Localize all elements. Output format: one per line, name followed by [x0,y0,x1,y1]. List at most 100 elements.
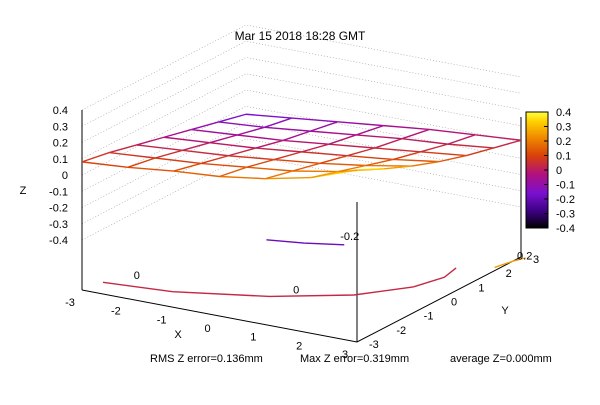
surface-segment [218,121,265,129]
surface-segment [292,162,321,172]
surface-segment [228,147,256,157]
surface-segment [255,147,302,153]
surface-segment [237,134,284,142]
colorbar-tick-label: -0.2 [556,194,575,206]
surface-segment [255,139,284,149]
surface-segment [493,139,522,149]
surface-segment [411,160,440,167]
surface-segment [420,151,467,157]
surface-segment [337,121,384,127]
z-axis-label: Z [20,185,27,197]
surface-segment [282,130,311,142]
colorbar-tick-label: 0 [556,165,562,177]
surface-segment [466,147,494,157]
surface-segment [182,141,211,152]
z-tick-label: -0.4 [49,235,68,247]
z-grid-line [81,40,522,127]
surface-segment [447,143,494,149]
z-tick-label: 0.3 [53,121,68,133]
surface-segment [81,161,128,168]
axes [81,110,522,343]
surface-segment [292,170,339,173]
z-tick-label: -0.2 [49,203,68,215]
surface-segment [356,168,385,171]
chart-title: Mar 15 2018 18:28 GMT [235,29,366,43]
colorbar-tick-label: -0.4 [556,223,575,235]
contour-line [266,239,345,246]
surface-segment [127,166,174,172]
z-tick-label: 0 [62,170,68,182]
surface-segment [401,128,430,140]
contour-line [413,267,457,288]
surface-segment [384,165,412,170]
surface-segment [81,151,110,163]
surface-segment [163,128,192,138]
z-tick-label: -0.1 [49,186,68,198]
surface-segment [374,138,403,149]
y-tick-label: -1 [424,311,434,323]
z-tick-label: -0.3 [49,219,68,231]
average-z-text: average Z=0.000mm [450,353,552,365]
y-tick-label: 2 [506,268,512,280]
y-tick-label: 1 [478,282,484,294]
surface-segment [319,154,348,165]
surface-segment [264,126,311,132]
contour-label: 0.2 [517,251,532,263]
surface-segment [291,117,338,123]
z-grid-line [81,122,522,208]
rms-error-text: RMS Z error=0.136mm [150,353,263,365]
surface-segment [447,134,476,145]
z-grid-line [81,154,522,241]
surface-segment [264,117,293,128]
x-tick-label: 3 [342,349,348,361]
x-tick-label: -2 [111,306,121,318]
surface-segment [328,143,375,149]
max-error-text: Max Z error=0.319mm [300,353,409,365]
colorbar-tick-label: -0.3 [556,209,575,221]
base-contours: -0.2 0 0 0.2 [102,231,532,298]
surface-segment [393,158,440,163]
surface-segment [173,162,202,172]
surface-segment [392,151,421,161]
surface-segment [191,128,238,136]
surface-segment [365,164,412,167]
surface-segment [228,155,275,161]
surface-segment [310,121,338,132]
tick-labels: -3 -2 -1 0 1 2 3 -3 -2 -1 0 1 2 3 0.4 0.3 0.2 0.1 0 -0.1 -0.… [49,105,539,361]
surface-segment [163,136,210,144]
x-tick-label: 0 [204,323,210,335]
x-tick-label: 2 [296,340,302,352]
surface-segment [319,162,366,167]
contour-label: 0 [293,285,299,297]
surface-segment [246,166,293,172]
y-tick-label: -2 [396,325,406,337]
surface-segment [209,141,256,149]
surface-segment [246,158,275,168]
y-tick-label: 0 [451,297,457,309]
colorbar-tick-label: 0.2 [556,136,571,148]
surface-segment [438,154,467,163]
surface-segment [356,134,403,140]
surface-segment [218,113,247,123]
surface-segment [200,162,247,168]
surface-segment [420,143,449,153]
surface-segment [429,128,476,136]
surface-segment [209,134,238,144]
surface-segment [182,149,229,157]
surface-segment [347,147,375,157]
z-tick-label: 0.1 [53,154,68,166]
surface-segment [383,124,430,131]
surface-segment [365,158,394,167]
surface-segment [475,134,522,141]
x-tick-label: -1 [157,314,167,326]
surface-segment [301,143,330,153]
surface-segment [355,124,384,136]
y-tick-label: 3 [533,254,539,266]
surface-mesh [81,113,522,180]
surface-segment [219,175,266,180]
surface-segment [273,151,302,161]
surface-segment [109,144,137,154]
surface-segment [265,176,312,180]
y-axis-label: Y [501,305,509,317]
